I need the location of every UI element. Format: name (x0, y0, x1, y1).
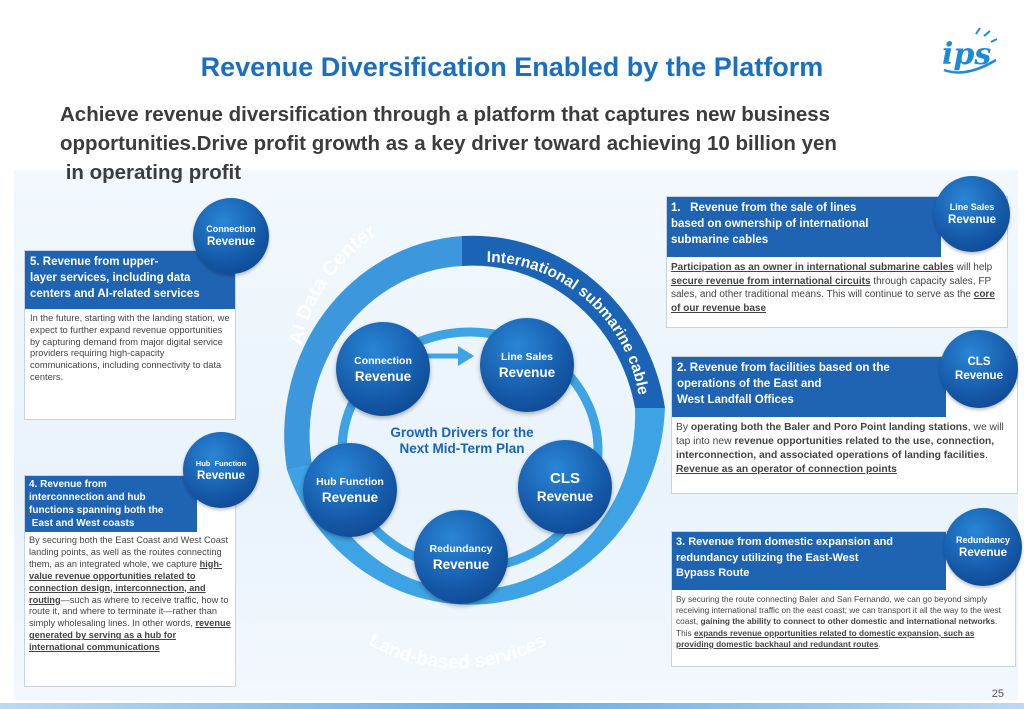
bubble-label: Revenue (955, 370, 1003, 382)
body-emphasis: revenue generated by serving as a hub fo… (29, 618, 231, 653)
node-label: Hub Function (316, 475, 384, 488)
bubble-label: Revenue (207, 235, 255, 248)
body-text: . (984, 450, 991, 461)
body-emphasis: secure revenue from international circui… (671, 275, 871, 287)
header-line: functions spanning both the (29, 505, 164, 516)
submarine-cable-arc (462, 235, 665, 408)
box-header: 4. Revenue from interconnection and hub … (25, 476, 197, 532)
subtitle-line: Achieve revenue diversification through … (60, 103, 831, 126)
header-line: submarine cables (671, 234, 769, 246)
body-text: . (878, 638, 881, 649)
bubble-label: Revenue (197, 469, 245, 482)
body-emphasis: gaining the ability to connect to other … (700, 616, 996, 627)
node-label: Revenue (321, 489, 379, 505)
box-body: By securing the route connecting Baler a… (676, 594, 1008, 650)
header-line: based on ownership of international (671, 218, 869, 230)
bubble-label: CLS (967, 356, 991, 368)
bubble-label: Hub Function (195, 458, 247, 468)
box-header: 1. Revenue from the sale of lines based … (667, 197, 941, 257)
bubble-line-sales-revenue: Line Sales Revenue (934, 176, 1010, 252)
company-logo: ips (942, 27, 998, 74)
footer-bar (0, 703, 1024, 709)
ai-data-center-arc (284, 236, 462, 470)
box-body: Participation as an owner in internation… (671, 261, 1001, 315)
node-cls-revenue: CLS Revenue (518, 440, 612, 534)
body-text: By (676, 422, 691, 433)
header-line: operations of the East and (677, 378, 822, 390)
node-line-sales-revenue: Line Sales Revenue (480, 318, 574, 412)
body-text: through capacity sales, FP sales, and ot… (671, 275, 994, 301)
body-emphasis: revenue opportunities related to the use… (676, 436, 995, 461)
header-line: 3. Revenue from domestic expansion and (676, 536, 894, 548)
node-hub-function-revenue: Hub Function Revenue (303, 443, 397, 537)
subtitle-line: in operating profit (60, 161, 242, 184)
header-line: interconnection and hub (29, 492, 146, 503)
node-connection-revenue: Connection Revenue (336, 322, 430, 416)
bubble-connection-revenue: Connection Revenue (193, 198, 269, 274)
center-label-line: Growth Drivers for the (390, 425, 534, 440)
body-text: By securing both the East Coast and West… (29, 535, 228, 569)
header-line: redundancy utilizing the East-West (676, 551, 859, 564)
body-emphasis: expands revenue opportunities related to… (676, 627, 975, 649)
node-redundancy-revenue: Redundancy Revenue (414, 510, 508, 604)
body-text: . This (676, 616, 1000, 638)
box-cls: 2. Revenue from facilities based on the … (671, 356, 1018, 494)
box-interconnection-hub: 4. Revenue from interconnection and hub … (24, 475, 236, 687)
header-line: centers and AI-related services (30, 288, 200, 300)
node-label: Revenue (536, 488, 594, 504)
bubble-label: Line Sales (949, 201, 995, 212)
node-label: Revenue (498, 364, 556, 380)
bubble-label: Revenue (959, 546, 1007, 559)
box-header: 5. Revenue from upper- layer services, i… (25, 251, 235, 309)
body-emphasis: high-value revenue opportunities related… (29, 558, 223, 605)
node-label: Redundancy (429, 542, 493, 555)
body-emphasis: core of our revenue base (671, 289, 995, 314)
box-body: By operating both the Baler and Poro Poi… (676, 421, 1012, 477)
node-label: Revenue (432, 556, 490, 572)
bubble-label: Redundancy (955, 534, 1010, 545)
header-line: Bypass Route (676, 567, 750, 579)
body-text: —such as where to receive traffic, how t… (29, 594, 229, 629)
box-body: By securing both the East Coast and West… (29, 535, 231, 654)
page-subtitle: Achieve revenue diversification through … (60, 100, 980, 187)
subtitle-line: opportunities.Drive profit growth as a k… (60, 132, 837, 155)
header-line: 2. Revenue from facilities based on the (677, 362, 890, 374)
header-line: 1. Revenue from the sale of lines (671, 202, 857, 214)
arrow-head-icon (458, 346, 474, 366)
bubble-label: Connection (206, 223, 256, 234)
box-body: In the future, starting with the landing… (30, 313, 230, 382)
header-line: 5. Revenue from upper- (30, 256, 159, 268)
box-header: 3. Revenue from domestic expansion and r… (672, 532, 946, 590)
node-label: CLS (550, 469, 580, 487)
page-title: Revenue Diversification Enabled by the P… (200, 52, 824, 82)
box-header: 2. Revenue from facilities based on the … (672, 357, 946, 417)
header-line: West Landfall Offices (677, 394, 794, 406)
node-label: Revenue (354, 368, 412, 384)
body-text: , we will tap into new (676, 422, 1004, 447)
header-line: 4. Revenue from (29, 479, 107, 490)
body-text: By securing the route connecting Baler a… (676, 594, 1001, 627)
body-emphasis: Revenue as an operator of connection poi… (676, 464, 897, 475)
header-line: East and West coasts (29, 518, 135, 529)
page-number: 25 (991, 688, 1004, 700)
bubble-hub-function-revenue: Hub Function Revenue (183, 432, 259, 508)
header-line: layer services, including data (30, 272, 191, 284)
center-label-line: Next Mid-Term Plan (399, 441, 524, 456)
node-label: Line Sales (501, 350, 553, 363)
box-upper-layer-services: 5. Revenue from upper- layer services, i… (24, 250, 236, 420)
body-emphasis: operating both the Baler and Poro Point … (690, 422, 968, 433)
node-label: Connection (354, 354, 412, 367)
body-emphasis: Participation as an owner in internation… (671, 262, 954, 273)
bubble-label: Revenue (948, 213, 996, 226)
arc-bottom-label: Land-based services (365, 630, 550, 673)
body-text: will help (953, 262, 995, 273)
bubble-cls-revenue: CLS Revenue (940, 330, 1018, 408)
bubble-redundancy-revenue: Redundancy Revenue (944, 508, 1022, 586)
land-based-services-arc (287, 408, 665, 605)
